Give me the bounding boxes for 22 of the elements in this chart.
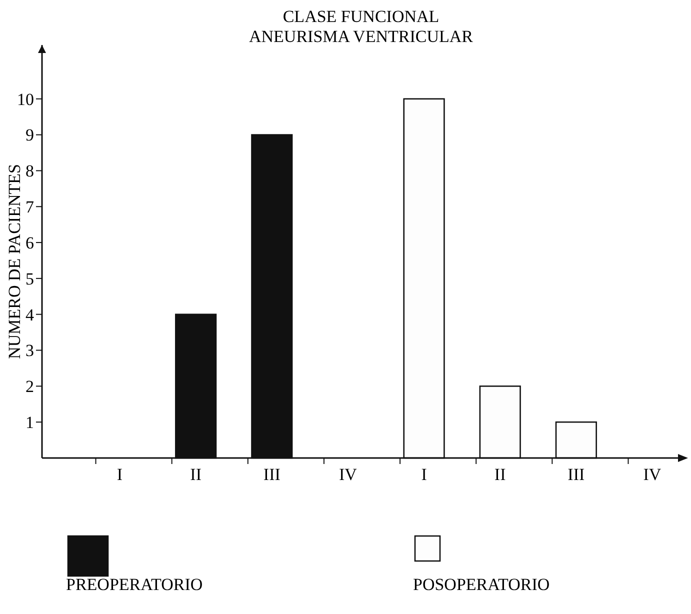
x-tick-label: II (494, 465, 506, 484)
y-tick-label: 5 (26, 269, 34, 288)
y-tick-label: 3 (26, 341, 34, 360)
x-tick-label: IV (338, 465, 358, 484)
y-tick-label: 8 (26, 162, 34, 181)
chart-title: CLASE FUNCIONAL ANEURISMA VENTRICULAR (248, 7, 474, 46)
legend-label: POSOPERATORIO (413, 575, 550, 594)
x-tick-label: II (190, 465, 202, 484)
y-tick-label: 10 (17, 90, 34, 109)
x-tick-label: I (421, 465, 428, 484)
y-tick-label: 2 (26, 377, 34, 396)
y-tick-label: 1 (26, 413, 34, 432)
x-tick-label: III (568, 465, 585, 484)
y-tick-label: 9 (26, 126, 34, 145)
legend-label: PREOPERATORIO (66, 575, 203, 594)
x-tick-label: III (263, 465, 281, 484)
x-tick-label: I (116, 465, 123, 484)
y-tick-label: 4 (26, 305, 34, 324)
y-axis-title: NUMERO DE PACIENTES (5, 164, 24, 359)
y-tick-label: 6 (26, 233, 34, 252)
x-tick-label: IV (643, 465, 662, 484)
y-tick-label: 7 (26, 198, 34, 217)
